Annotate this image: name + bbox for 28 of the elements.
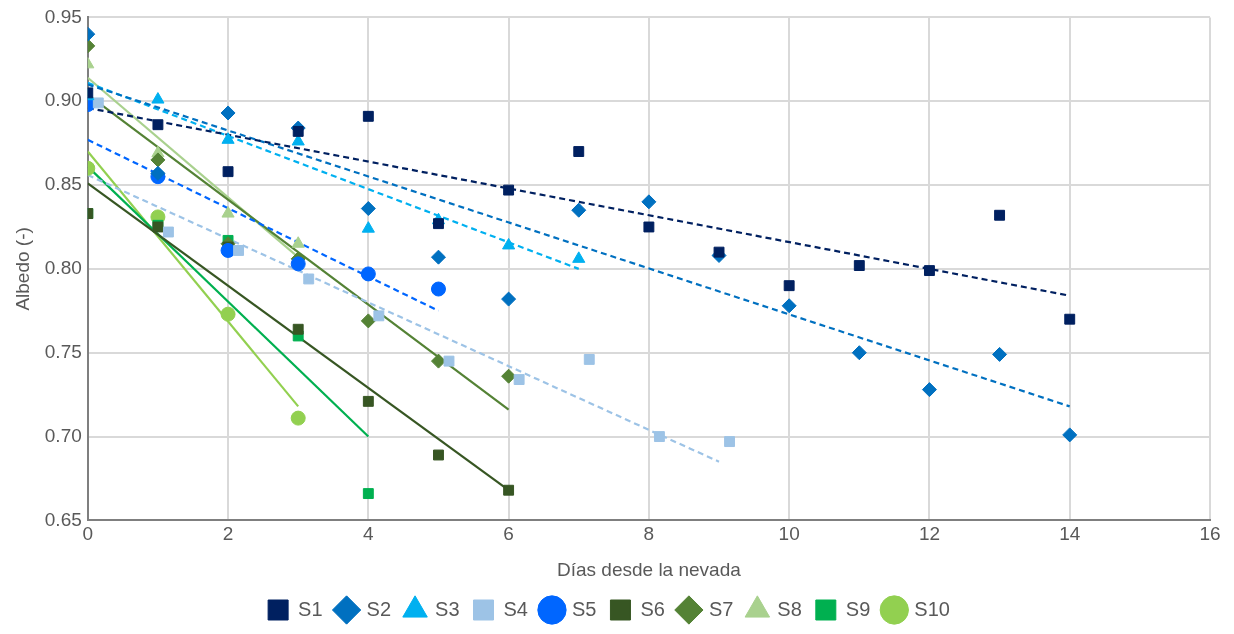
y-tick-label: 0.90 [44,89,82,111]
x-tick-label: 6 [503,523,514,545]
legend-label: S1 [298,597,323,620]
legend-label: S7 [708,597,734,620]
legend-label: S3 [435,597,460,620]
x-tick-label: 2 [222,523,234,545]
legend-label: S4 [503,597,528,620]
y-axis-title: Albedo (-) [11,227,33,311]
y-tick-label: 0.75 [44,340,82,362]
legend-label: S6 [640,597,665,620]
legend-label: S2 [366,597,392,620]
legend-label: S9 [845,597,871,620]
x-tick-label: 8 [643,523,655,545]
y-tick-label: 0.80 [44,257,82,279]
y-tick-label: 0.70 [44,424,82,446]
legend-label: S10 [914,597,950,620]
legend-label: S8 [777,597,802,620]
x-tick-label: 10 [778,523,800,545]
y-tick-label: 0.85 [44,173,82,195]
x-tick-label: 14 [1059,523,1081,545]
x-tick-label: 0 [82,523,94,545]
y-tick-label: 0.95 [44,5,82,27]
legend-label: S5 [571,597,597,620]
x-tick-label: 16 [1199,523,1221,545]
x-tick-label: 4 [363,523,375,545]
y-tick-label: 0.65 [44,508,82,530]
x-tick-label: 12 [918,523,941,545]
x-axis-title: Días desde la nevada [556,558,742,580]
